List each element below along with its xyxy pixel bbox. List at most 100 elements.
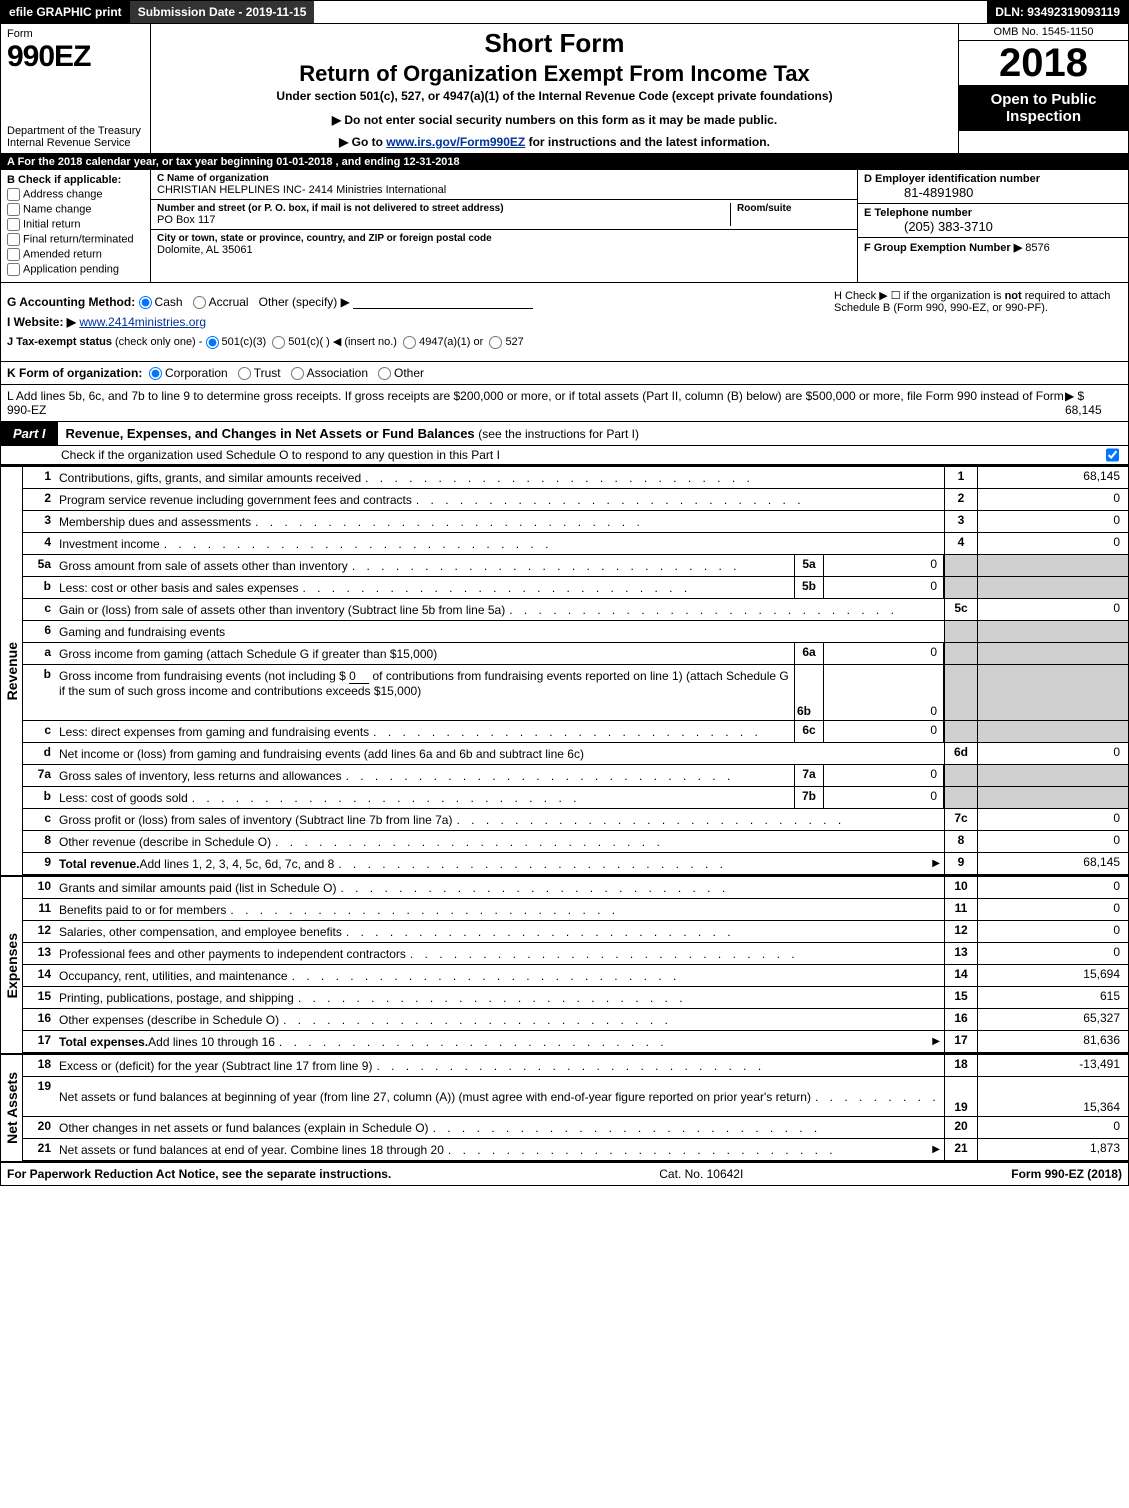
h-not: not	[1005, 290, 1022, 302]
section-g-i-j: G Accounting Method: Cash Accrual Other …	[1, 283, 828, 361]
j-small: (check only one) -	[115, 336, 202, 348]
goto-pre: ▶ Go to	[339, 135, 386, 149]
chk-application-pending[interactable]: Application pending	[7, 263, 144, 276]
city-label: City or town, state or province, country…	[157, 233, 851, 244]
g-other-line[interactable]	[353, 308, 533, 309]
line-7a-sub: 0	[824, 765, 944, 786]
line-6b-contrib: 0	[349, 669, 369, 684]
line-6: 6 Gaming and fundraising events	[23, 621, 1128, 643]
website-link[interactable]: www.2414ministries.org	[79, 315, 206, 329]
j-4947-radio[interactable]	[403, 336, 416, 349]
part1-rest: (see the instructions for Part I)	[478, 427, 639, 441]
chk-final-return-box[interactable]	[7, 233, 20, 246]
line-5c-amount: 0	[978, 599, 1128, 620]
submission-date: Submission Date - 2019-11-15	[130, 1, 315, 23]
line-13: 13 Professional fees and other payments …	[23, 943, 1128, 965]
line-a-mid: , and ending	[336, 156, 404, 168]
line-11: 11 Benefits paid to or for members 11 0	[23, 899, 1128, 921]
group-exempt-label: F Group Exemption Number ▶	[864, 242, 1022, 254]
k-trust-radio[interactable]	[238, 367, 251, 380]
l-amount: ▶ $ 68,145	[1065, 389, 1122, 417]
line-6a: a Gross income from gaming (attach Sched…	[23, 643, 1128, 665]
line-20-amount: 0	[978, 1117, 1128, 1138]
return-title: Return of Organization Exempt From Incom…	[157, 61, 952, 87]
part1-sub-text: Check if the organization used Schedule …	[61, 448, 500, 462]
j-527-radio[interactable]	[489, 336, 502, 349]
g-accrual-radio[interactable]	[193, 296, 206, 309]
net-assets-sidelabel: Net Assets	[1, 1055, 23, 1161]
form-word: Form	[7, 28, 144, 40]
open-to-public: Open to Public Inspection	[959, 85, 1128, 131]
section-gh: G Accounting Method: Cash Accrual Other …	[1, 283, 1128, 362]
part1-title: Revenue, Expenses, and Changes in Net As…	[66, 426, 479, 441]
j-501c3-radio[interactable]	[206, 336, 219, 349]
line-10-amount: 0	[978, 877, 1128, 898]
org-name-label: C Name of organization	[157, 173, 851, 184]
k-assoc-radio[interactable]	[291, 367, 304, 380]
line-20: 20 Other changes in net assets or fund b…	[23, 1117, 1128, 1139]
chk-name-change[interactable]: Name change	[7, 203, 144, 216]
j-501c-radio[interactable]	[272, 336, 285, 349]
part1-sched-o-check[interactable]	[1106, 448, 1119, 462]
footer-right: Form 990-EZ (2018)	[1011, 1167, 1122, 1181]
line-a-end: 12-31-2018	[403, 156, 459, 168]
line-14-amount: 15,694	[978, 965, 1128, 986]
chk-amended-return-box[interactable]	[7, 248, 20, 261]
chk-initial-return[interactable]: Initial return	[7, 218, 144, 231]
chk-address-change[interactable]: Address change	[7, 188, 144, 201]
line-a-prefix: A For the 2018 calendar year, or tax yea…	[7, 156, 276, 168]
chk-amended-return[interactable]: Amended return	[7, 248, 144, 261]
line-7c: c Gross profit or (loss) from sales of i…	[23, 809, 1128, 831]
addr-row: Number and street (or P. O. box, if mail…	[151, 200, 857, 230]
goto-post: for instructions and the latest informat…	[529, 135, 770, 149]
k-corp-radio[interactable]	[149, 367, 162, 380]
goto-link[interactable]: www.irs.gov/Form990EZ	[386, 135, 525, 149]
line-17: 17 Total expenses. Add lines 10 through …	[23, 1031, 1128, 1053]
line-a-tax-year: A For the 2018 calendar year, or tax yea…	[1, 154, 1128, 170]
group-exempt-cell: F Group Exemption Number ▶ 8576	[858, 238, 1128, 257]
line-7b: b Less: cost of goods sold 7b 0	[23, 787, 1128, 809]
line-9: 9 Total revenue. Add lines 1, 2, 3, 4, 5…	[23, 853, 1128, 875]
i-label: I Website: ▶	[7, 315, 76, 329]
dept-treasury: Department of the Treasury	[7, 125, 144, 137]
line-8-amount: 0	[978, 831, 1128, 852]
line-l: L Add lines 5b, 6c, and 7b to line 9 to …	[1, 385, 1128, 422]
part1-header: Part I Revenue, Expenses, and Changes in…	[1, 422, 1128, 446]
line-16: 16 Other expenses (describe in Schedule …	[23, 1009, 1128, 1031]
chk-name-change-box[interactable]	[7, 203, 20, 216]
department: Department of the Treasury Internal Reve…	[7, 125, 144, 149]
subtitle: Under section 501(c), 527, or 4947(a)(1)…	[157, 89, 952, 103]
line-5b-sub: 0	[824, 577, 944, 598]
line-13-amount: 0	[978, 943, 1128, 964]
line-j: J Tax-exempt status (check only one) - 5…	[7, 335, 822, 349]
revenue-sidelabel: Revenue	[1, 467, 23, 875]
line-6d: d Net income or (loss) from gaming and f…	[23, 743, 1128, 765]
dept-irs: Internal Revenue Service	[7, 137, 144, 149]
line-1-amount: 68,145	[978, 467, 1128, 488]
footer-left: For Paperwork Reduction Act Notice, see …	[7, 1167, 391, 1181]
line-6b-sub: 0	[824, 665, 944, 720]
line-19: 19 Net assets or fund balances at beginn…	[23, 1077, 1128, 1117]
line-5c: c Gain or (loss) from sale of assets oth…	[23, 599, 1128, 621]
ssn-warning: ▶ Do not enter social security numbers o…	[157, 113, 952, 127]
line-3-amount: 0	[978, 511, 1128, 532]
header-right: OMB No. 1545-1150 2018 Open to Public In…	[958, 24, 1128, 153]
net-assets-section: Net Assets 18 Excess or (deficit) for th…	[1, 1053, 1128, 1161]
section-bcdef: B Check if applicable: Address change Na…	[1, 170, 1128, 283]
line-4: 4 Investment income 4 0	[23, 533, 1128, 555]
chk-initial-return-box[interactable]	[7, 218, 20, 231]
chk-application-pending-box[interactable]	[7, 263, 20, 276]
chk-address-change-box[interactable]	[7, 188, 20, 201]
part1-tab: Part I	[1, 422, 58, 445]
chk-final-return[interactable]: Final return/terminated	[7, 233, 144, 246]
line-i: I Website: ▶ www.2414ministries.org	[7, 315, 822, 329]
g-cash-radio[interactable]	[139, 296, 152, 309]
line-18-amount: -13,491	[978, 1055, 1128, 1076]
k-other-radio[interactable]	[378, 367, 391, 380]
line-15-amount: 615	[978, 987, 1128, 1008]
city-value: Dolomite, AL 35061	[157, 244, 851, 256]
form-number: 990EZ	[7, 40, 144, 74]
line-16-amount: 65,327	[978, 1009, 1128, 1030]
line-21: 21 Net assets or fund balances at end of…	[23, 1139, 1128, 1161]
k-label: K Form of organization:	[7, 366, 142, 380]
